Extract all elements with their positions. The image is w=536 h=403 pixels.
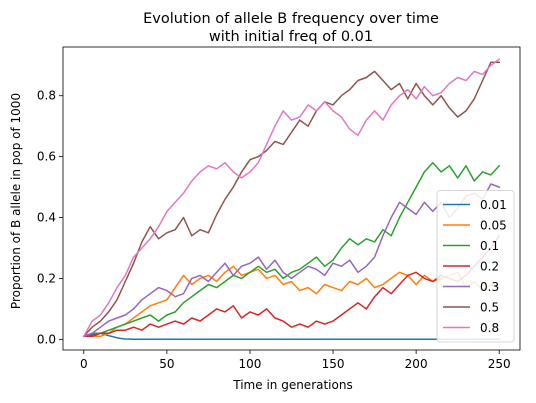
y-tick-label: 0.4: [37, 211, 56, 225]
series-line-5: [82, 61, 500, 338]
series-line-3: [83, 234, 501, 338]
y-tick-label: 0.8: [37, 89, 56, 103]
series-line-2: [82, 161, 501, 338]
x-tick-label: 50: [159, 357, 174, 371]
y-tick-label: 0.2: [37, 271, 56, 285]
y-tick-label: 0.0: [37, 332, 56, 346]
x-tick-label: 200: [405, 357, 428, 371]
y-tick-label: 0.6: [37, 150, 56, 164]
plot-area: 0 50 100 150 200 250 0.0 0.2 0.4 0.6 0.8 0.01 0.05 0.…: [37, 46, 521, 371]
legend-label-3: 0.2: [480, 260, 499, 274]
series-line-0: [82, 332, 500, 341]
chart-title-line1: Evolution of allele B frequency over tim…: [143, 11, 439, 27]
series-line-6: [82, 58, 501, 338]
axes-frame: [62, 46, 521, 351]
y-axis-label: Proportion of B allele in pop of 1000: [9, 93, 23, 309]
x-tick-label: 150: [322, 357, 345, 371]
legend-label-0: 0.01: [480, 198, 507, 212]
legend-label-1: 0.05: [480, 219, 507, 233]
series-line-4: [82, 183, 501, 338]
x-tick-label: 100: [239, 357, 262, 371]
x-tick-label: 0: [80, 357, 88, 371]
series-line-1: [83, 265, 501, 338]
x-axis-label: Time in generations: [232, 378, 352, 392]
legend-box: [436, 190, 515, 343]
legend-label-2: 0.1: [480, 239, 499, 253]
legend-label-4: 0.3: [480, 280, 499, 294]
chart-title-line2: with initial freq of 0.01: [209, 29, 373, 45]
legend-label-6: 0.8: [480, 321, 499, 335]
x-tick-label: 250: [488, 357, 511, 371]
legend-label-5: 0.5: [480, 301, 499, 315]
